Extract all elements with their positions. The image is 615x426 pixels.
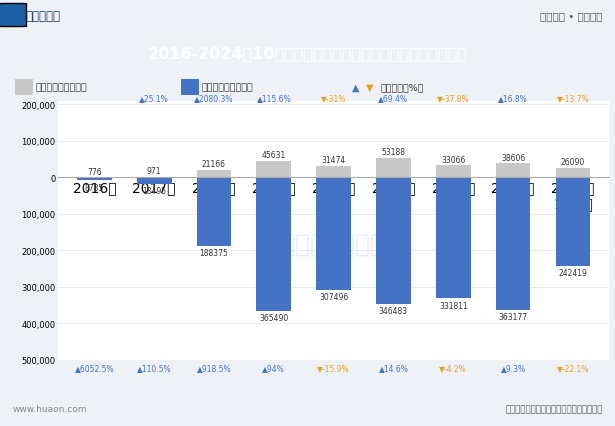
Text: ▲9.3%: ▲9.3%	[501, 363, 526, 372]
Bar	[256, 161, 291, 178]
Text: 华经情报网: 华经情报网	[26, 9, 61, 23]
Bar	[496, 178, 531, 310]
Text: 242419: 242419	[558, 268, 587, 277]
Text: ▲25.1%: ▲25.1%	[139, 93, 169, 103]
Text: ▼-13.7%: ▼-13.7%	[557, 93, 589, 103]
Text: 26090: 26090	[561, 158, 585, 167]
Text: www.huaon.com: www.huaon.com	[12, 404, 87, 413]
Text: 进口总额（千美元）: 进口总额（千美元）	[202, 83, 253, 92]
Text: 971: 971	[147, 167, 161, 176]
Bar	[77, 178, 112, 181]
Text: ▲918.5%: ▲918.5%	[197, 363, 231, 372]
FancyBboxPatch shape	[0, 4, 26, 27]
Text: ▼: ▼	[366, 83, 373, 93]
Text: 53188: 53188	[381, 148, 405, 157]
Text: ▼-22.1%: ▼-22.1%	[557, 363, 589, 372]
Bar	[376, 158, 411, 178]
Bar	[137, 178, 172, 184]
Text: 331811: 331811	[439, 301, 467, 310]
Text: 8785: 8785	[85, 183, 104, 192]
Text: ▲6052.5%: ▲6052.5%	[74, 363, 114, 372]
Text: ▲69.4%: ▲69.4%	[378, 93, 408, 103]
Bar	[197, 178, 231, 247]
Bar	[316, 167, 351, 178]
Text: 307496: 307496	[319, 292, 348, 301]
Text: 31474: 31474	[322, 156, 346, 165]
Text: 华经产业研究院: 华经产业研究院	[281, 232, 386, 256]
Bar	[555, 178, 590, 266]
Text: ▼-37.8%: ▼-37.8%	[437, 93, 470, 103]
Text: ▼-4.2%: ▼-4.2%	[440, 363, 467, 372]
Text: 专业严谨 • 客观科学: 专业严谨 • 客观科学	[540, 11, 603, 21]
Bar	[181, 80, 199, 96]
Text: 365490: 365490	[259, 313, 288, 322]
Text: 数据来源：中国海关，华经产业研究院整理: 数据来源：中国海关，华经产业研究院整理	[506, 404, 603, 413]
Bar	[376, 178, 411, 304]
Text: 同比增速（%）: 同比增速（%）	[380, 83, 424, 92]
Text: 776: 776	[87, 167, 101, 176]
Text: ▲16.8%: ▲16.8%	[498, 93, 528, 103]
Text: 33066: 33066	[441, 155, 466, 164]
Text: ▲110.5%: ▲110.5%	[137, 363, 172, 372]
Text: ▼-31%: ▼-31%	[321, 93, 346, 103]
Bar	[15, 80, 33, 96]
Text: ▲: ▲	[352, 83, 359, 93]
Text: 363177: 363177	[499, 312, 528, 321]
Text: 45631: 45631	[262, 151, 286, 160]
Text: 出口总额（千美元）: 出口总额（千美元）	[36, 83, 87, 92]
Text: ▲115.6%: ▲115.6%	[256, 93, 291, 103]
Bar	[256, 178, 291, 311]
Text: 188375: 188375	[199, 249, 228, 258]
Bar	[555, 168, 590, 178]
Bar	[436, 166, 470, 178]
Bar	[197, 170, 231, 178]
Text: ▲14.6%: ▲14.6%	[378, 363, 408, 372]
Text: 38606: 38606	[501, 153, 525, 162]
Text: 346483: 346483	[379, 306, 408, 315]
Text: ▲94%: ▲94%	[263, 363, 285, 372]
Bar	[436, 178, 470, 299]
Bar	[316, 178, 351, 290]
Bar	[496, 164, 531, 178]
Text: 21166: 21166	[202, 160, 226, 169]
Text: ▲2080.3%: ▲2080.3%	[194, 93, 234, 103]
Text: ▼-15.9%: ▼-15.9%	[317, 363, 350, 372]
Text: 2016-2024年10月上海西北物流园区保税物流中心进、出口额: 2016-2024年10月上海西北物流园区保税物流中心进、出口额	[148, 46, 467, 61]
Text: 18495: 18495	[142, 187, 166, 196]
